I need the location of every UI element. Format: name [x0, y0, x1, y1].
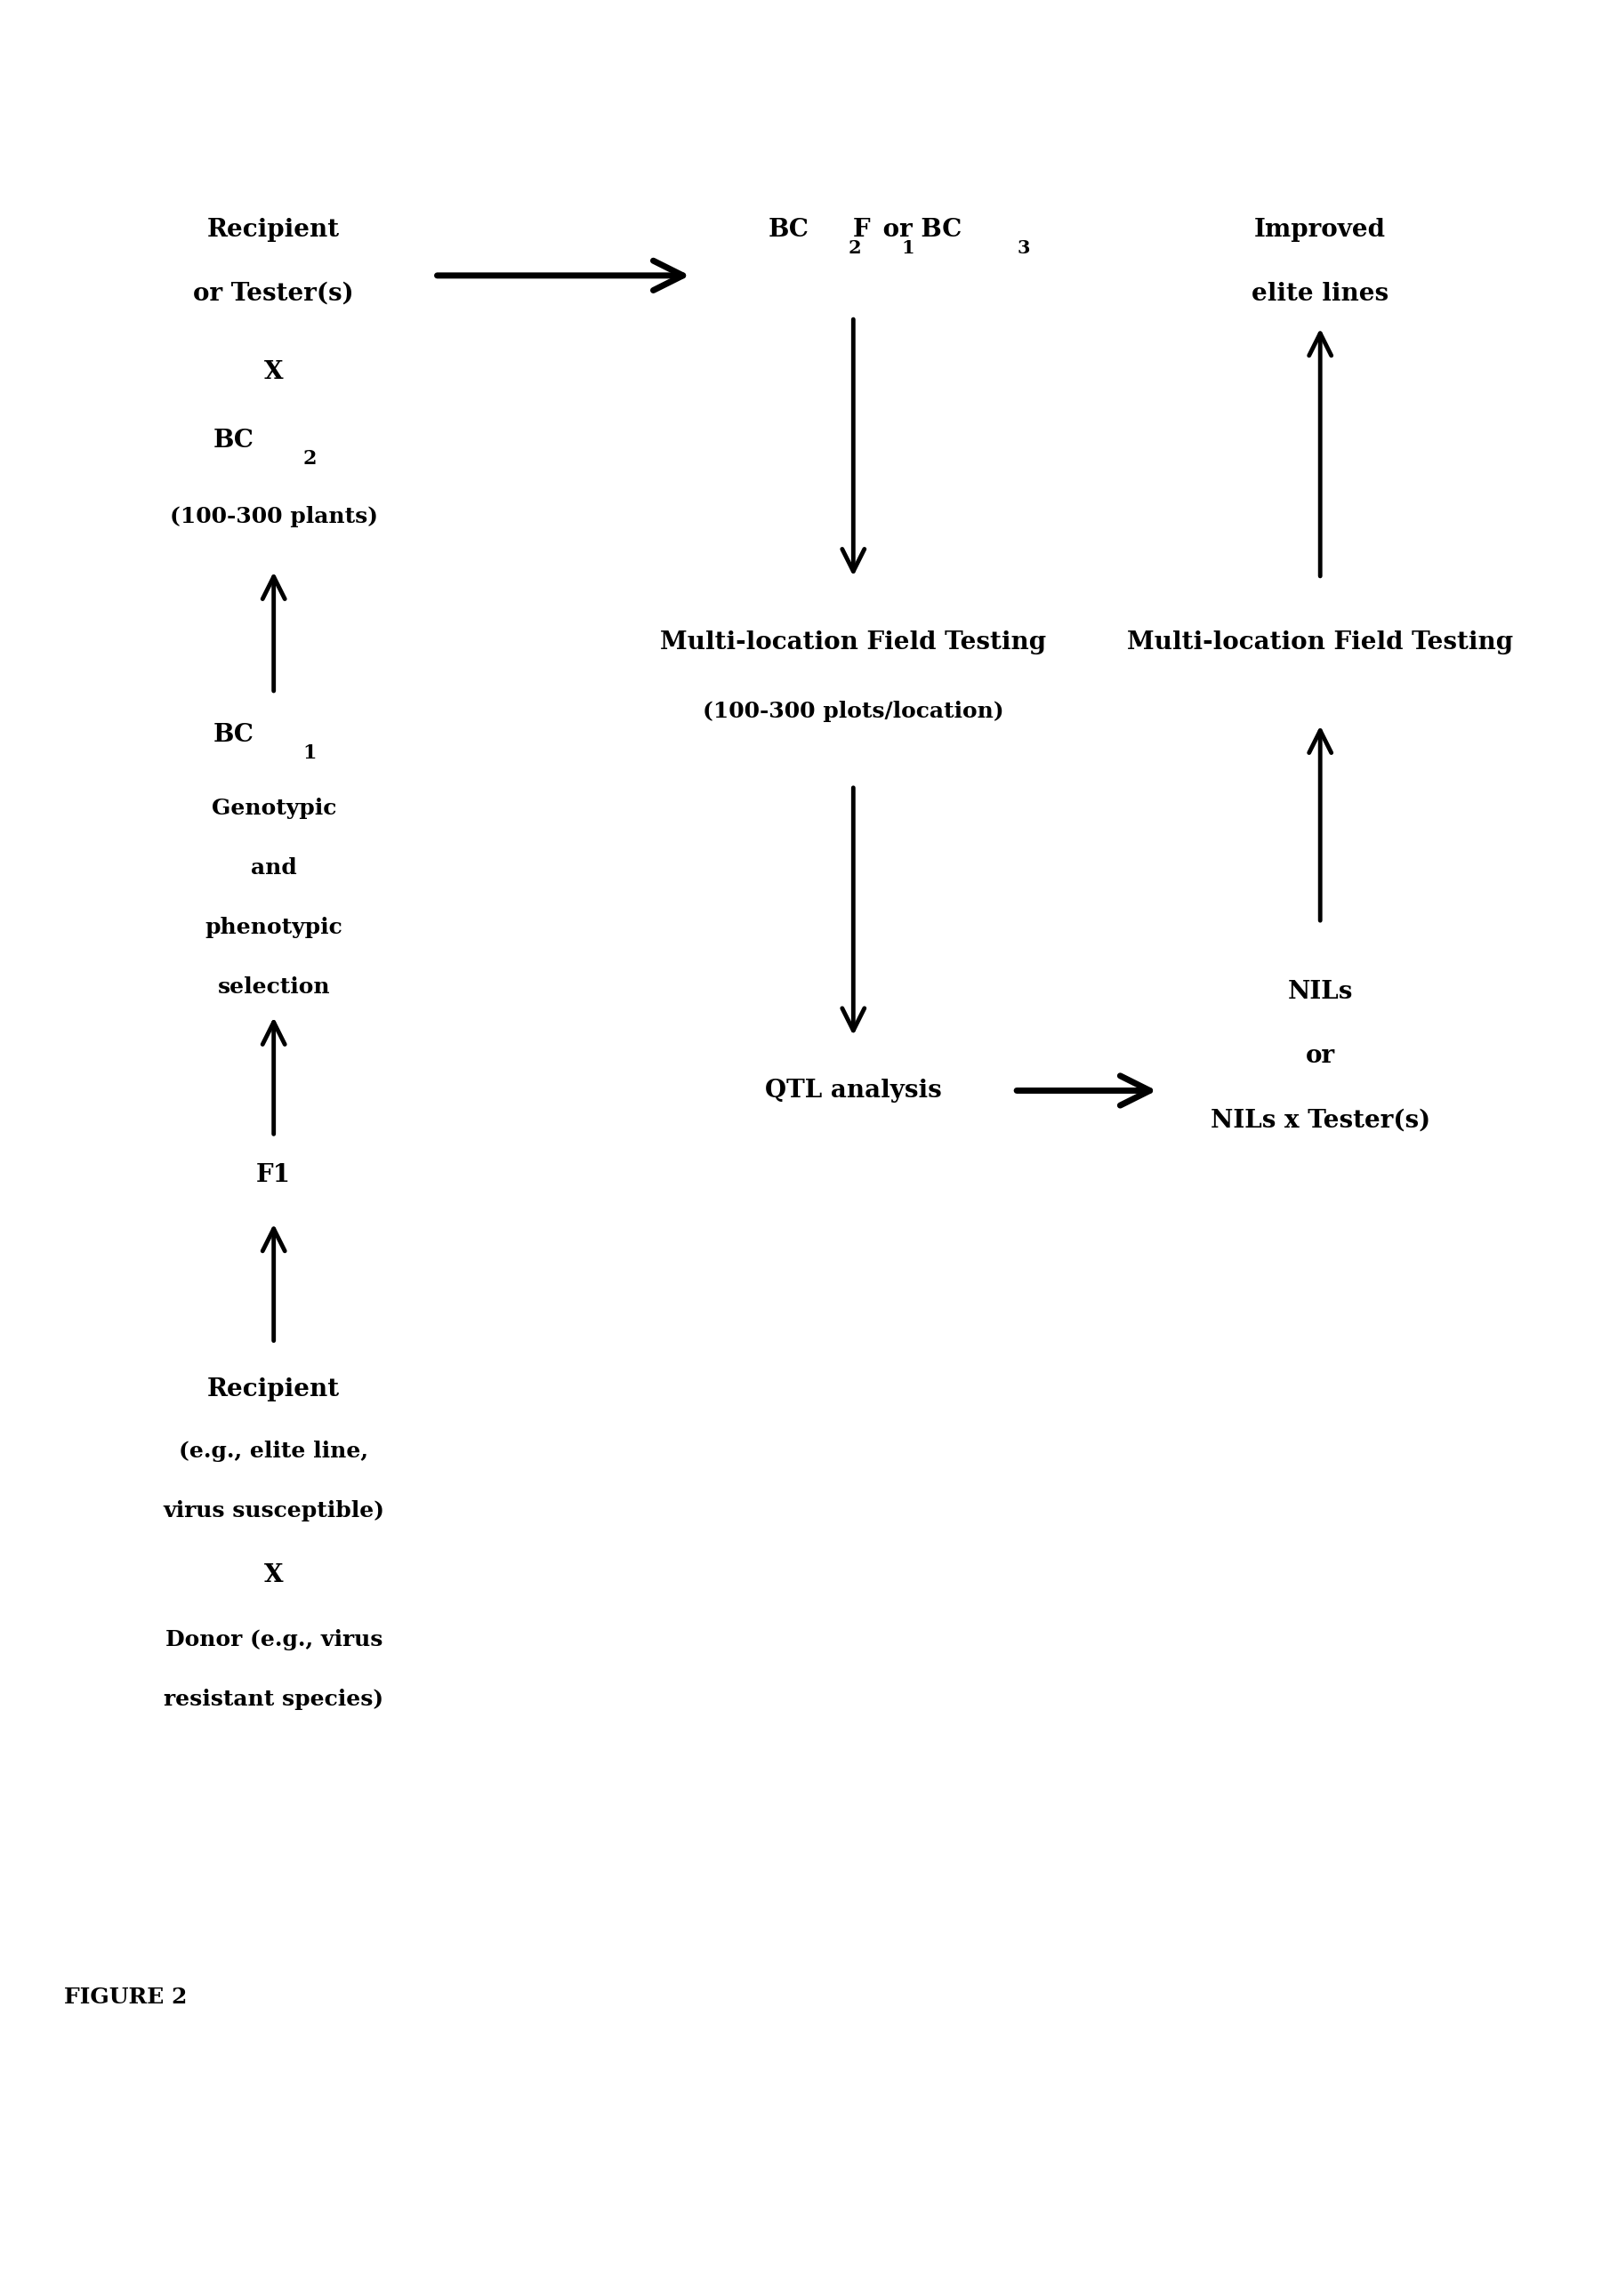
Text: Recipient: Recipient	[208, 1378, 340, 1401]
Text: or Tester(s): or Tester(s)	[193, 282, 354, 305]
Text: NILs x Tester(s): NILs x Tester(s)	[1211, 1109, 1430, 1132]
Text: virus susceptible): virus susceptible)	[163, 1499, 385, 1522]
Text: selection: selection	[217, 976, 330, 999]
Text: or BC: or BC	[874, 218, 961, 241]
Text: 2: 2	[848, 239, 861, 257]
Text: or: or	[1306, 1045, 1335, 1068]
Text: FIGURE 2: FIGURE 2	[64, 1986, 187, 2009]
Text: Multi-location Field Testing: Multi-location Field Testing	[660, 631, 1046, 654]
Text: and: and	[251, 856, 296, 879]
Text: Multi-location Field Testing: Multi-location Field Testing	[1127, 631, 1513, 654]
Text: elite lines: elite lines	[1251, 282, 1389, 305]
Text: F1: F1	[256, 1164, 291, 1187]
Text: QTL analysis: QTL analysis	[765, 1079, 942, 1102]
Text: BC: BC	[213, 723, 254, 746]
Text: (e.g., elite line,: (e.g., elite line,	[179, 1440, 369, 1463]
Text: BC: BC	[768, 218, 810, 241]
Text: 1: 1	[902, 239, 914, 257]
Text: Improved: Improved	[1254, 218, 1386, 241]
Text: NILs: NILs	[1288, 980, 1352, 1003]
Text: resistant species): resistant species)	[164, 1688, 383, 1711]
Text: BC: BC	[213, 429, 254, 452]
Text: Donor (e.g., virus: Donor (e.g., virus	[164, 1628, 383, 1651]
Text: X: X	[264, 360, 283, 383]
Text: 3: 3	[1018, 239, 1030, 257]
Text: Recipient: Recipient	[208, 218, 340, 241]
Text: Genotypic: Genotypic	[211, 797, 336, 820]
Text: phenotypic: phenotypic	[204, 916, 343, 939]
Text: (100-300 plots/location): (100-300 plots/location)	[702, 700, 1005, 723]
Text: X: X	[264, 1564, 283, 1587]
Text: 1: 1	[303, 744, 317, 762]
Text: 2: 2	[303, 450, 317, 468]
Text: (100-300 plants): (100-300 plants)	[169, 505, 378, 528]
Text: F: F	[853, 218, 869, 241]
